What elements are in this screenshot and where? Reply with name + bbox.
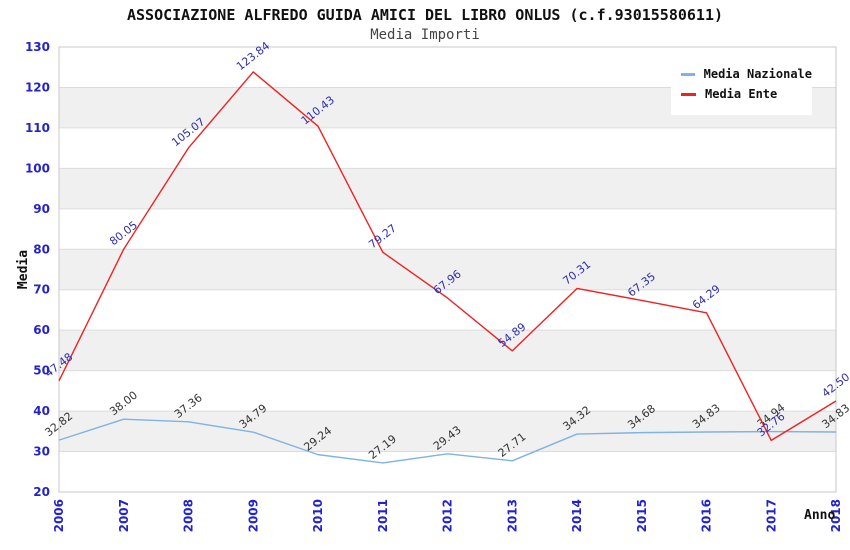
data-label-media-ente: 79.27 — [366, 222, 399, 252]
legend-item-media-nazionale: Media Nazionale — [681, 65, 812, 83]
x-tick-label: 2007 — [117, 499, 131, 532]
x-tick-label: 2008 — [182, 499, 196, 532]
y-axis-title: Media — [16, 249, 32, 290]
y-tick-label: 110 — [25, 121, 50, 135]
data-label-media-ente: 123.84 — [234, 39, 272, 73]
data-label-media-ente: 80.05 — [107, 218, 140, 248]
x-tick-label: 2015 — [635, 499, 649, 532]
plot-border — [58, 46, 837, 493]
plot-band — [59, 330, 836, 371]
x-tick-label: 2012 — [441, 499, 455, 532]
chart-title: ASSOCIAZIONE ALFREDO GUIDA AMICI DEL LIB… — [126, 6, 724, 24]
x-tick-label: 2011 — [376, 499, 390, 532]
y-tick-label: 130 — [25, 40, 50, 54]
media-ente-line-marker-icon — [681, 92, 696, 96]
legend: Media Nazionale Media Ente — [671, 55, 812, 115]
legend-label-media-ente: Media Ente — [705, 87, 778, 101]
chart-subtitle: Media Importi — [370, 27, 480, 43]
y-tick-label: 60 — [33, 323, 50, 337]
y-tick-label: 30 — [33, 445, 50, 459]
x-tick-label: 2009 — [246, 499, 260, 532]
y-tick-label: 90 — [33, 202, 50, 216]
y-tick-label: 50 — [33, 364, 50, 378]
legend-label-media-nazionale: Media Nazionale — [703, 67, 812, 81]
y-tick-label: 70 — [33, 283, 50, 297]
series-line-media-ente — [58, 71, 837, 442]
y-tick-label: 20 — [33, 485, 50, 499]
plot-band — [59, 249, 836, 290]
y-tick-label: 40 — [33, 404, 50, 418]
data-label-media-ente: 42.50 — [819, 370, 850, 400]
x-tick-label: 2013 — [505, 499, 519, 532]
x-tick-label: 2016 — [700, 499, 714, 532]
y-tick-label: 100 — [25, 161, 50, 175]
x-tick-label: 2017 — [764, 499, 778, 532]
legend-item-media-ente: Media Ente — [681, 85, 812, 103]
media-nazionale-line-marker-icon — [681, 72, 695, 76]
x-tick-label: 2006 — [52, 499, 66, 532]
x-tick-label: 2010 — [311, 499, 325, 532]
x-axis-title: Anno — [804, 508, 836, 523]
x-tick-label: 2018 — [829, 499, 843, 532]
y-tick-label: 120 — [25, 80, 50, 94]
series-line-media-nazionale — [58, 418, 837, 464]
y-tick-label: 80 — [33, 242, 50, 256]
plot-band — [59, 168, 836, 209]
x-tick-label: 2014 — [570, 499, 584, 532]
